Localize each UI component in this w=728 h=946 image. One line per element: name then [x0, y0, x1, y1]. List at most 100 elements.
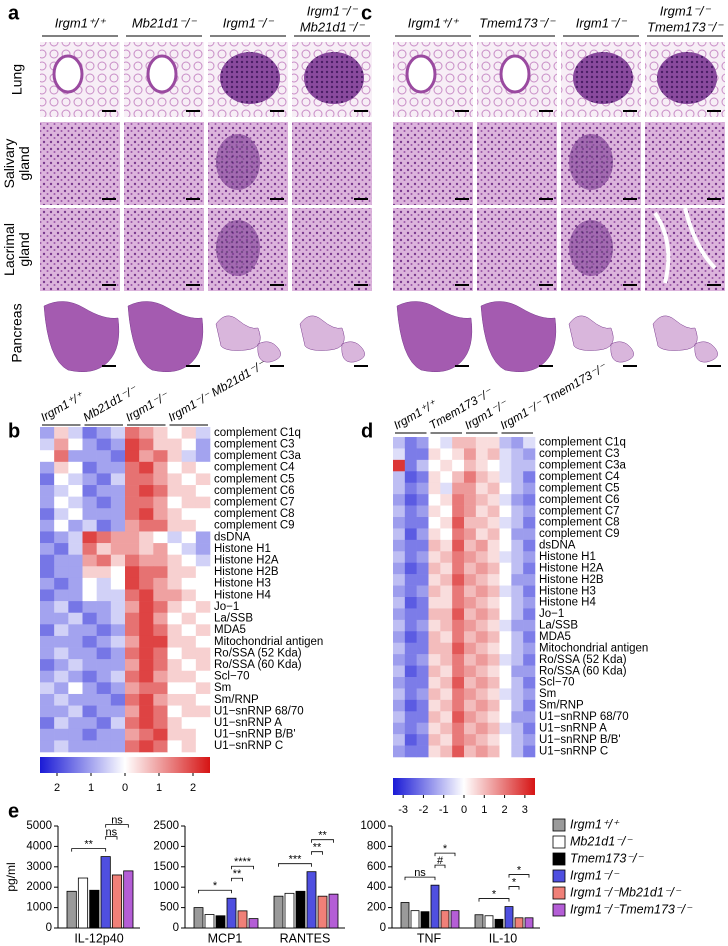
- heatmap-cell: [428, 631, 441, 644]
- heatmap-cell: [54, 589, 69, 602]
- heatmap-cell: [181, 554, 197, 567]
- heatmap-cell: [428, 745, 441, 758]
- heatmap-cell: [416, 677, 429, 689]
- heatmap-cell: [440, 562, 453, 575]
- heatmap-cell: [511, 459, 524, 472]
- legend-swatch: [552, 835, 566, 849]
- heatmap-cell: [452, 517, 465, 529]
- micrograph-bg: [292, 208, 372, 291]
- bar: [273, 895, 284, 929]
- heatmap-cell: [110, 461, 126, 474]
- heatmap-cell: [125, 601, 140, 614]
- infiltrate: [573, 52, 633, 104]
- heatmap-cell: [393, 711, 406, 724]
- row-label: Histone H3: [214, 578, 271, 590]
- column-header: Irgm1⁻/⁻: [576, 15, 628, 30]
- heatmap-cell: [475, 551, 488, 564]
- panel-letter: b: [8, 420, 20, 442]
- heatmap-cell: [125, 717, 140, 730]
- heatmap-cell: [440, 665, 453, 678]
- heatmap-cell: [110, 705, 126, 718]
- heatmap-cell: [404, 482, 417, 495]
- bar: [474, 914, 484, 929]
- heatmap-cell: [464, 631, 477, 644]
- micrograph: [208, 294, 288, 372]
- heatmap-cell: [393, 619, 406, 632]
- heatmap-cell: [68, 705, 83, 718]
- significance-label: *: [512, 876, 517, 888]
- heatmap-cell: [82, 461, 97, 474]
- micrograph: [124, 122, 204, 205]
- row-label: U1−snRNP A: [539, 722, 607, 734]
- micrograph: [40, 294, 120, 372]
- heatmap-cell: [452, 562, 465, 575]
- heatmap-cell: [499, 471, 512, 484]
- heatmap-cell: [523, 528, 536, 541]
- heatmap-cell: [139, 461, 154, 474]
- heatmap-cell: [110, 473, 126, 486]
- heatmap-cell: [153, 554, 168, 567]
- heatmap-cell: [40, 438, 55, 451]
- heatmap-cell: [440, 482, 453, 495]
- x-tick-label: IL-12p40: [74, 931, 123, 945]
- column-header: Irgm1⁻/⁻: [307, 3, 359, 18]
- infiltrate: [569, 134, 613, 190]
- heatmap-cell: [110, 519, 126, 532]
- tissue: [480, 301, 557, 372]
- heatmap-cell: [487, 711, 500, 724]
- heatmap-cell: [393, 631, 406, 644]
- heatmap-cell: [181, 601, 197, 614]
- heatmap-cell: [511, 597, 524, 609]
- duct: [653, 207, 717, 284]
- micrograph: [40, 122, 120, 205]
- bar: [328, 893, 339, 929]
- heatmap-cell: [464, 654, 477, 666]
- heatmap-cell: [404, 539, 417, 552]
- heatmap-cell: [428, 494, 441, 506]
- heatmap-cell: [511, 619, 524, 632]
- column-header: Tmem173⁻/⁻: [647, 19, 724, 34]
- heatmap-cell: [40, 577, 55, 590]
- heatmap-cell: [452, 745, 465, 758]
- bar: [204, 914, 215, 929]
- heatmap-cell: [523, 482, 536, 495]
- heatmap-cell: [511, 642, 524, 655]
- heatmap-cell: [440, 471, 453, 484]
- y-tick-label: 1500: [153, 861, 179, 873]
- heatmap-cell: [139, 577, 154, 590]
- heatmap-cell: [125, 647, 140, 660]
- significance-label: **: [233, 868, 242, 880]
- heatmap-cell: [125, 461, 140, 474]
- row-label: complement C4: [539, 471, 620, 483]
- heatmap-cell: [167, 519, 182, 532]
- heatmap-cell: [54, 461, 69, 474]
- airway: [52, 54, 84, 94]
- heatmap-cell: [416, 562, 429, 575]
- row-label: complement C1q: [539, 437, 626, 449]
- significance-label: #: [437, 855, 444, 867]
- row-label: Ro/SSA (52 Kda): [214, 647, 302, 659]
- heatmap-cell: [393, 597, 406, 609]
- heatmap-cell: [487, 665, 500, 678]
- heatmap-cell: [499, 437, 512, 449]
- heatmap-cell: [110, 450, 126, 463]
- heatmap-cell: [475, 494, 488, 506]
- heatmap-cell: [153, 693, 168, 706]
- heatmap-cell: [499, 722, 512, 735]
- heatmap-cell: [475, 688, 488, 701]
- heatmap-cell: [404, 505, 417, 518]
- heatmap-cell: [54, 427, 69, 439]
- row-label: Sm: [539, 688, 556, 700]
- heatmap-cell: [440, 574, 453, 586]
- significance-bracket: [278, 863, 312, 867]
- heatmap-cell: [181, 659, 197, 672]
- heatmap-cell: [54, 693, 69, 706]
- heatmap-cell: [523, 665, 536, 678]
- heatmap-cell: [40, 612, 55, 625]
- heatmap-cell: [82, 693, 97, 706]
- heatmap-cell: [487, 642, 500, 655]
- heatmap-cell: [523, 619, 536, 632]
- heatmap-cell: [153, 601, 168, 614]
- significance-label: ***: [289, 854, 303, 866]
- heatmap-cell: [139, 589, 154, 602]
